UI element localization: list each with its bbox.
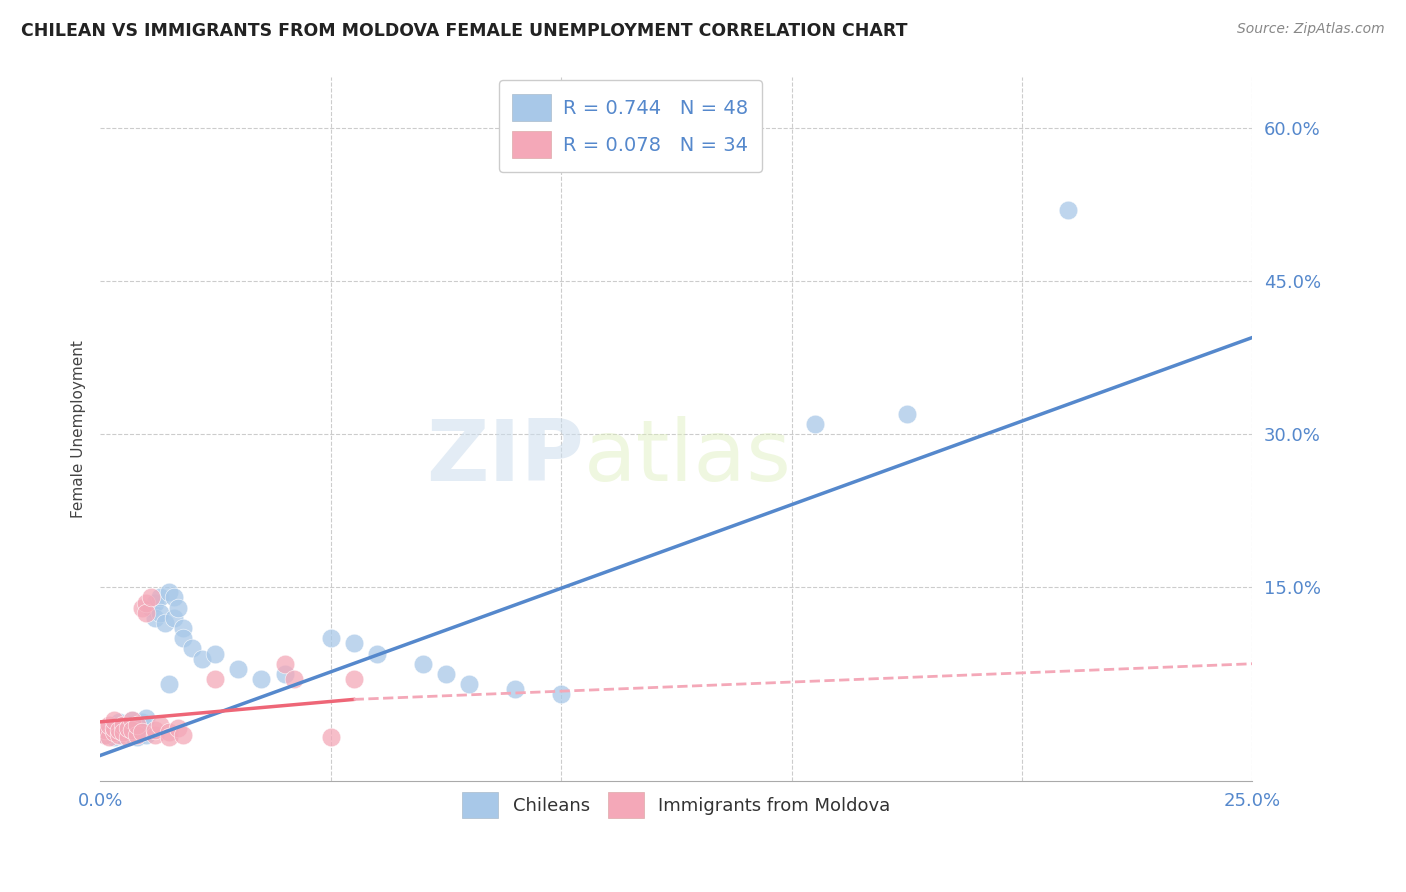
Point: [125, 730, 148, 744]
Point: [103, 721, 125, 735]
Legend: Chileans, Immigrants from Moldova: Chileans, Immigrants from Moldova: [454, 785, 898, 825]
Point: [1057, 202, 1080, 217]
Point: [149, 718, 172, 732]
Point: [503, 682, 526, 697]
Point: [343, 636, 366, 650]
Point: [112, 729, 135, 743]
Point: [93, 728, 115, 742]
Point: [117, 721, 139, 735]
Point: [157, 585, 180, 599]
Point: [434, 667, 457, 681]
Text: Source: ZipAtlas.com: Source: ZipAtlas.com: [1237, 22, 1385, 37]
Point: [98, 730, 121, 744]
Point: [107, 714, 129, 729]
Point: [125, 721, 148, 735]
Point: [283, 672, 305, 686]
Point: [550, 687, 572, 701]
Point: [250, 672, 273, 686]
Point: [149, 606, 172, 620]
Point: [319, 730, 342, 744]
Point: [135, 606, 157, 620]
Point: [157, 730, 180, 744]
Point: [167, 721, 190, 735]
Text: CHILEAN VS IMMIGRANTS FROM MOLDOVA FEMALE UNEMPLOYMENT CORRELATION CHART: CHILEAN VS IMMIGRANTS FROM MOLDOVA FEMAL…: [21, 22, 908, 40]
Point: [172, 632, 194, 646]
Point: [117, 718, 139, 732]
Point: [121, 713, 143, 727]
Point: [366, 647, 388, 661]
Point: [172, 621, 194, 635]
Y-axis label: Female Unemployment: Female Unemployment: [72, 340, 86, 518]
Point: [117, 730, 139, 744]
Point: [172, 728, 194, 742]
Point: [112, 723, 135, 737]
Point: [131, 725, 153, 739]
Point: [163, 591, 186, 605]
Point: [181, 641, 204, 656]
Point: [139, 600, 162, 615]
Point: [167, 600, 190, 615]
Point: [103, 721, 125, 735]
Point: [896, 407, 918, 421]
Point: [163, 611, 186, 625]
Point: [204, 647, 226, 661]
Point: [157, 677, 180, 691]
Point: [273, 657, 295, 671]
Point: [98, 718, 121, 732]
Point: [273, 667, 295, 681]
Point: [112, 725, 135, 739]
Point: [107, 728, 129, 742]
Point: [145, 596, 167, 610]
Point: [103, 713, 125, 727]
Point: [319, 632, 342, 646]
Point: [93, 728, 115, 742]
Point: [131, 714, 153, 729]
Point: [145, 728, 167, 742]
Point: [139, 591, 162, 605]
Point: [149, 591, 172, 605]
Point: [135, 596, 157, 610]
Point: [103, 725, 125, 739]
Point: [131, 600, 153, 615]
Point: [131, 725, 153, 739]
Point: [803, 417, 825, 431]
Point: [157, 725, 180, 739]
Point: [98, 725, 121, 739]
Point: [190, 651, 212, 665]
Point: [121, 728, 143, 742]
Point: [107, 723, 129, 737]
Point: [121, 713, 143, 727]
Point: [93, 723, 115, 737]
Point: [121, 723, 143, 737]
Point: [145, 611, 167, 625]
Point: [117, 725, 139, 739]
Point: [107, 727, 129, 741]
Point: [125, 718, 148, 732]
Point: [135, 728, 157, 742]
Point: [153, 615, 176, 630]
Point: [112, 718, 135, 732]
Point: [457, 677, 479, 691]
Text: atlas: atlas: [583, 416, 792, 499]
Point: [145, 723, 167, 737]
Point: [135, 711, 157, 725]
Point: [103, 730, 125, 744]
Point: [412, 657, 434, 671]
Point: [343, 672, 366, 686]
Text: ZIP: ZIP: [426, 416, 583, 499]
Point: [204, 672, 226, 686]
Point: [228, 662, 250, 676]
Point: [125, 728, 148, 742]
